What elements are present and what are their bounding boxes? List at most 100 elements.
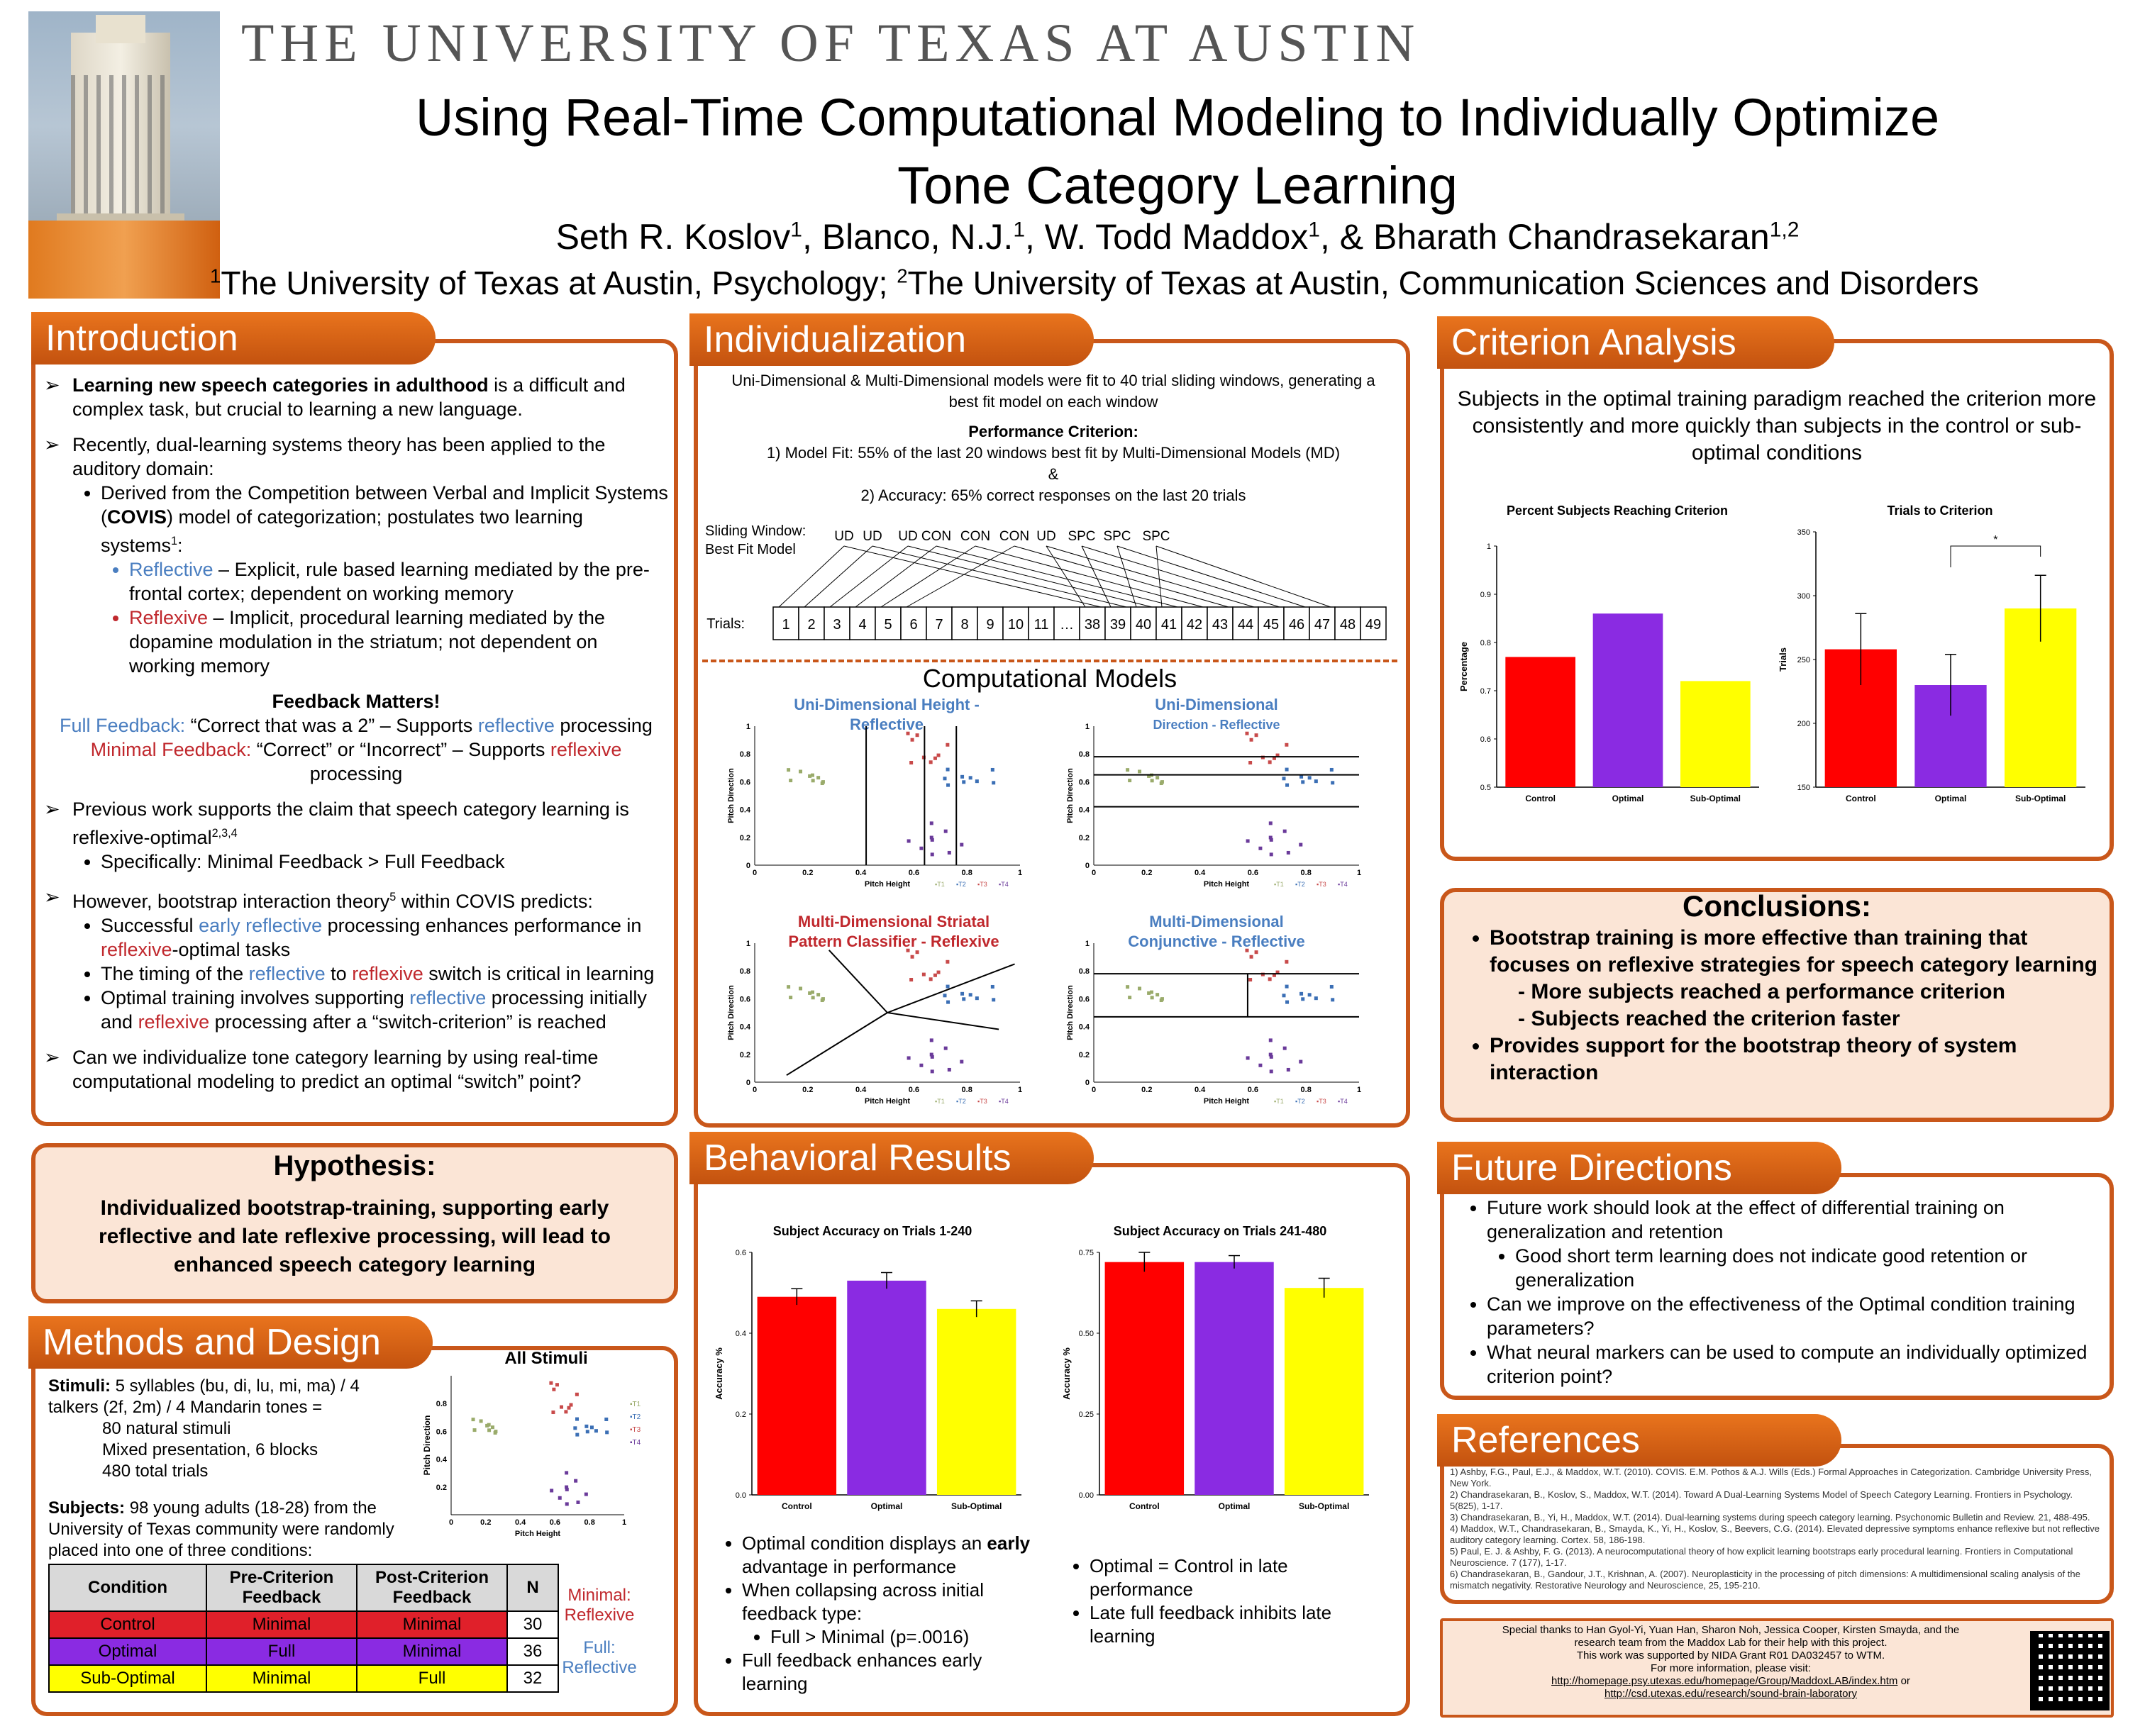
data-point	[573, 1426, 577, 1430]
trial-box	[824, 606, 850, 640]
x-tick-label: 0.4	[515, 1518, 526, 1527]
x-tick-label: 0.8	[1301, 869, 1312, 877]
data-point	[594, 1429, 598, 1433]
criterion-heading: Criterion Analysis	[1437, 316, 1834, 369]
x-tick-label: Sub-Optimal	[2015, 794, 2066, 803]
data-point	[909, 761, 914, 765]
y-tick-label: 0.9	[1480, 591, 1491, 599]
data-point	[947, 1067, 951, 1072]
data-point	[1269, 1069, 1273, 1074]
y-tick-label: 0.2	[1079, 834, 1090, 842]
y-axis-label: Pitch Direction	[1066, 985, 1075, 1040]
chart-title: Trials to Criterion	[1887, 503, 1992, 518]
data-point	[992, 781, 996, 785]
data-point	[1150, 996, 1154, 1000]
trial-number: 8	[960, 617, 968, 633]
y-axis-label: Accuracy %	[714, 1347, 724, 1400]
window-line	[880, 545, 976, 608]
data-point	[1301, 780, 1305, 784]
model-label: SPC	[1068, 529, 1095, 544]
legend-entry: ▪T3	[977, 881, 987, 888]
table-header: Condition	[48, 1564, 207, 1612]
y-axis-label: Pitch Direction	[727, 768, 736, 823]
data-point	[915, 733, 919, 738]
y-tick-label: 0.6	[1079, 778, 1090, 786]
data-point	[816, 776, 821, 780]
trial-box	[1053, 606, 1080, 640]
data-point	[921, 972, 926, 976]
data-point	[990, 767, 994, 772]
data-point	[565, 1471, 569, 1475]
data-point	[1258, 846, 1263, 850]
sound-brain-lab-link[interactable]: http://csd.utexas.edu/research/sound-bra…	[1604, 1688, 1858, 1700]
x-tick-label: 0.6	[550, 1518, 560, 1527]
legend-entry: ▪T2	[1295, 1098, 1305, 1105]
data-point	[811, 996, 815, 1000]
data-point	[1282, 1046, 1287, 1050]
trial-box	[977, 606, 1004, 640]
data-point	[1147, 991, 1151, 995]
window-line	[804, 545, 873, 608]
data-point	[930, 838, 934, 842]
sliding-window-label: Sliding Window: Best Fit Model	[705, 523, 807, 557]
window-line	[1014, 545, 1229, 608]
x-tick-label: 0.6	[909, 869, 919, 877]
x-axis-label: Pitch Height	[1204, 880, 1250, 889]
y-tick-label: 0.8	[740, 750, 750, 759]
maddox-lab-link[interactable]: http://homepage.psy.utexas.edu/homepage/…	[1551, 1675, 1898, 1687]
data-point	[936, 970, 941, 974]
window-line	[975, 545, 1204, 608]
data-point	[550, 1489, 554, 1493]
data-point	[558, 1496, 562, 1500]
authors: Seth R. Koslov1, Blanco, N.J.1, W. Todd …	[555, 217, 1800, 257]
data-point	[821, 997, 825, 1001]
reference-item: 4) Maddox, W.T., Chandrasekaran, B., Sma…	[1450, 1523, 2100, 1545]
model2-scatter: 00 0.2 0.2 0.4 0.4 0.6 0.6 0.8 0.8 1 1 Pitch Height…	[1066, 723, 1361, 889]
window-line	[872, 545, 1127, 608]
individualization-intro: Uni-Dimensional & Multi-Dimensional mode…	[731, 372, 1375, 411]
data-point	[1282, 829, 1287, 833]
legend-entry: ▪T2	[956, 1098, 966, 1105]
future-panel	[1440, 1173, 2114, 1400]
x-axis-label: Pitch Height	[865, 880, 911, 889]
x-tick-label: Optimal	[1219, 1501, 1251, 1511]
qr-code[interactable]	[2030, 1631, 2110, 1710]
behavioral-right-bullets: Optimal = Control in late performance La…	[1064, 1554, 1376, 1648]
trial-box	[1334, 606, 1361, 640]
table-header: Post-Criterion Feedback	[356, 1564, 508, 1612]
table-row: Optimal Full Minimal 36	[48, 1637, 559, 1666]
decision-bound	[887, 963, 1015, 1013]
intro-bullet: Can we individualize tone category learn…	[44, 1045, 668, 1094]
data-point	[584, 1424, 589, 1428]
data-point	[1301, 997, 1305, 1001]
hypothesis-heading: Hypothesis:	[273, 1150, 436, 1181]
data-point	[930, 852, 934, 857]
data-point	[943, 1046, 948, 1050]
data-point	[933, 973, 937, 977]
data-point	[1282, 777, 1286, 781]
x-tick-label: 1	[1357, 869, 1361, 877]
data-point	[1249, 955, 1253, 959]
methods-stimuli: Stimuli: 5 syllables (bu, di, lu, mi, ma…	[48, 1376, 360, 1481]
behavioral-heading: Behavioral Results	[689, 1132, 1094, 1184]
references-heading: References	[1437, 1414, 1841, 1467]
acknowledgements-panel	[1440, 1618, 2114, 1718]
data-point	[808, 774, 812, 778]
trial-box	[1232, 606, 1259, 640]
significance-marker: *	[1993, 534, 1997, 546]
model3-title: Multi-Dimensional Striatal Pattern Class…	[788, 913, 999, 950]
x-tick-label: Control	[782, 1501, 812, 1511]
y-tick-label: 0.4	[740, 1023, 751, 1032]
y-tick-label: 0.8	[1480, 639, 1491, 647]
y-tick-label: 0.4	[1079, 1023, 1090, 1032]
y-tick-label: 0.2	[736, 1410, 746, 1419]
y-tick-label: 0.8	[1079, 750, 1090, 759]
trial-box	[772, 606, 799, 640]
x-tick-label: 0.4	[855, 1086, 867, 1094]
y-tick-label: 0	[746, 1079, 750, 1087]
legend-entry: ▪T3	[630, 1426, 641, 1434]
window-line	[1116, 545, 1306, 608]
x-tick-label: 0.4	[1195, 869, 1206, 877]
data-point	[1268, 760, 1272, 764]
significance-bracket	[1950, 545, 2041, 567]
